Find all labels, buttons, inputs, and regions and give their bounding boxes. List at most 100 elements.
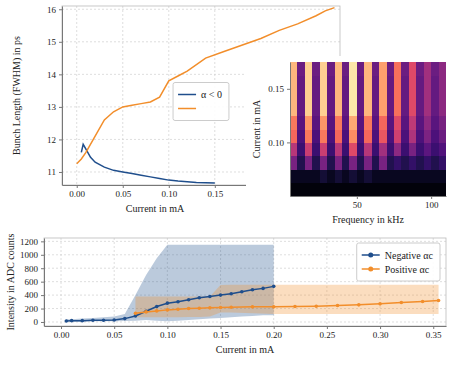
- heatmap-cell: [335, 89, 343, 103]
- heatmap-cell: [320, 75, 328, 89]
- data-point: [166, 308, 170, 312]
- heatmap-cell: [357, 129, 365, 143]
- heatmap-cell: [320, 156, 328, 170]
- heatmap-cell: [424, 156, 432, 170]
- tick-mark: [274, 326, 275, 329]
- heatmap-cell: [290, 169, 298, 183]
- heatmap-cell: [409, 62, 417, 76]
- grid: [62, 6, 340, 185]
- heatmap-cell: [394, 62, 402, 76]
- heatmap-cell: [394, 116, 402, 130]
- heatmap-cell: [335, 102, 343, 116]
- grid-line: [76, 6, 77, 185]
- y-axis: 0.100.15: [268, 63, 290, 197]
- heatmap-cell: [387, 142, 395, 156]
- heatmap-cell: [401, 116, 409, 130]
- heatmap-cell: [364, 89, 372, 103]
- series-line: [77, 8, 335, 164]
- heatmap-cell: [342, 89, 350, 103]
- heatmap-cell: [297, 129, 305, 143]
- heatmap-cell: [364, 62, 372, 76]
- heatmap-cell: [394, 183, 402, 196]
- tick-mark: [61, 326, 62, 329]
- heatmap-cell: [379, 102, 387, 116]
- heatmap-cell: [357, 142, 365, 156]
- tick-mark: [327, 326, 328, 329]
- data-point: [272, 305, 276, 309]
- tick-mark: [433, 326, 434, 329]
- tick: 11: [47, 167, 62, 177]
- tick: 0.00: [69, 185, 85, 199]
- panel-background: [246, 56, 452, 230]
- tick-label: 0.10: [160, 330, 176, 340]
- tick-label: 0.10: [268, 138, 284, 148]
- plot-frame: [62, 6, 340, 185]
- heatmap-cell: [409, 116, 417, 130]
- heatmap-cell: [335, 62, 343, 76]
- data-point: [261, 287, 265, 291]
- heatmap-cell: [387, 183, 395, 196]
- heatmap-cell: [312, 183, 320, 196]
- heatmap-cell: [394, 169, 402, 183]
- legend-label: α < 0: [201, 89, 222, 100]
- data-point: [155, 305, 159, 309]
- tick: 12: [47, 135, 62, 145]
- heatmap-cell: [305, 129, 313, 143]
- data-point: [251, 305, 255, 309]
- data-point: [144, 309, 148, 313]
- legend-label: Positive αc: [385, 264, 430, 275]
- heatmap-cell: [327, 116, 335, 130]
- data-point: [314, 304, 318, 308]
- heatmap-cell: [342, 102, 350, 116]
- heatmap-cell: [372, 102, 380, 116]
- heatmap-cell: [349, 142, 357, 156]
- heatmap-cell: [439, 102, 446, 116]
- data-point: [70, 319, 74, 323]
- heatmap-cell: [431, 142, 439, 156]
- heatmap-cell: [335, 75, 343, 89]
- heatmap-cell: [312, 62, 320, 76]
- heatmap-cell: [297, 156, 305, 170]
- plot-frame: [44, 238, 446, 326]
- plot-background: [62, 6, 340, 185]
- heatmap-cell: [372, 169, 380, 183]
- heatmap-cell: [394, 102, 402, 116]
- heatmap-cell: [349, 102, 357, 116]
- data-point: [187, 298, 191, 302]
- heatmap-cell: [387, 169, 395, 183]
- figure: 0.000.050.100.15111213141516Current in m…: [0, 0, 454, 366]
- heatmap-cell: [349, 129, 357, 143]
- tick-label: 0.20: [266, 330, 282, 340]
- data-point: [197, 296, 201, 300]
- heatmap-cell: [290, 75, 298, 89]
- heatmap-cell: [424, 142, 432, 156]
- data-point: [336, 304, 340, 308]
- heatmap-cell: [387, 129, 395, 143]
- x-axis-title: Current in mA: [126, 203, 185, 214]
- data-point: [176, 300, 180, 304]
- data-point: [134, 311, 138, 315]
- tick-label: 800: [25, 264, 39, 274]
- plot-marks: [65, 245, 441, 323]
- tick-mark: [431, 196, 432, 199]
- tick-label: 0: [34, 317, 39, 327]
- heatmap-cell: [349, 62, 357, 76]
- heatmap-cell: [320, 183, 328, 196]
- series-line: [81, 144, 214, 183]
- heatmap-cell: [327, 183, 335, 196]
- tick-mark: [41, 268, 44, 269]
- tick-label: 0.30: [373, 330, 389, 340]
- tick: 0.05: [115, 185, 131, 199]
- heatmap-cell: [416, 102, 424, 116]
- heatmap-cell: [409, 89, 417, 103]
- heatmap-cell: [305, 156, 313, 170]
- tick: 1000: [20, 250, 44, 260]
- axis-line: [62, 7, 63, 186]
- panel: 0.000.050.100.15111213141516Current in m…: [11, 5, 341, 214]
- legend: Negative αcPositive αc: [357, 243, 440, 281]
- heatmap-cell: [416, 169, 424, 183]
- heatmap-cell: [409, 183, 417, 196]
- tick-mark: [59, 9, 62, 10]
- heatmap-cell: [416, 129, 424, 143]
- heatmap-cell: [290, 102, 298, 116]
